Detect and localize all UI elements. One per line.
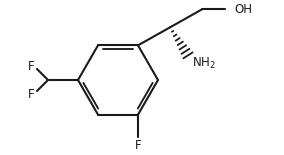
Text: F: F — [135, 139, 141, 152]
Text: OH: OH — [234, 3, 252, 16]
Text: F: F — [28, 88, 34, 100]
Text: NH$_2$: NH$_2$ — [192, 56, 216, 71]
Text: F: F — [28, 60, 34, 73]
